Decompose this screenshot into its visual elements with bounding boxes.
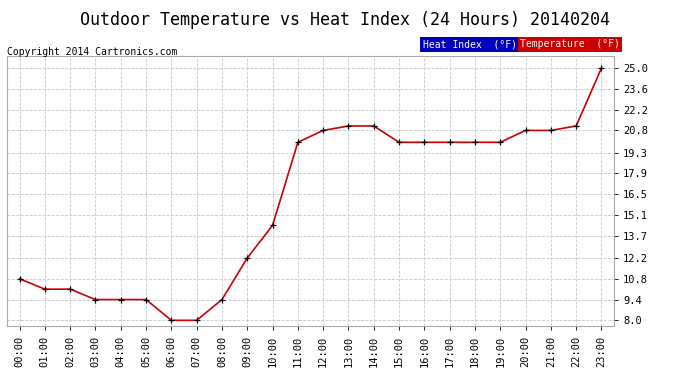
Text: Copyright 2014 Cartronics.com: Copyright 2014 Cartronics.com [7, 47, 177, 57]
Text: Temperature  (°F): Temperature (°F) [520, 39, 620, 49]
Text: Heat Index  (°F): Heat Index (°F) [423, 39, 517, 49]
Text: Outdoor Temperature vs Heat Index (24 Hours) 20140204: Outdoor Temperature vs Heat Index (24 Ho… [80, 11, 610, 29]
